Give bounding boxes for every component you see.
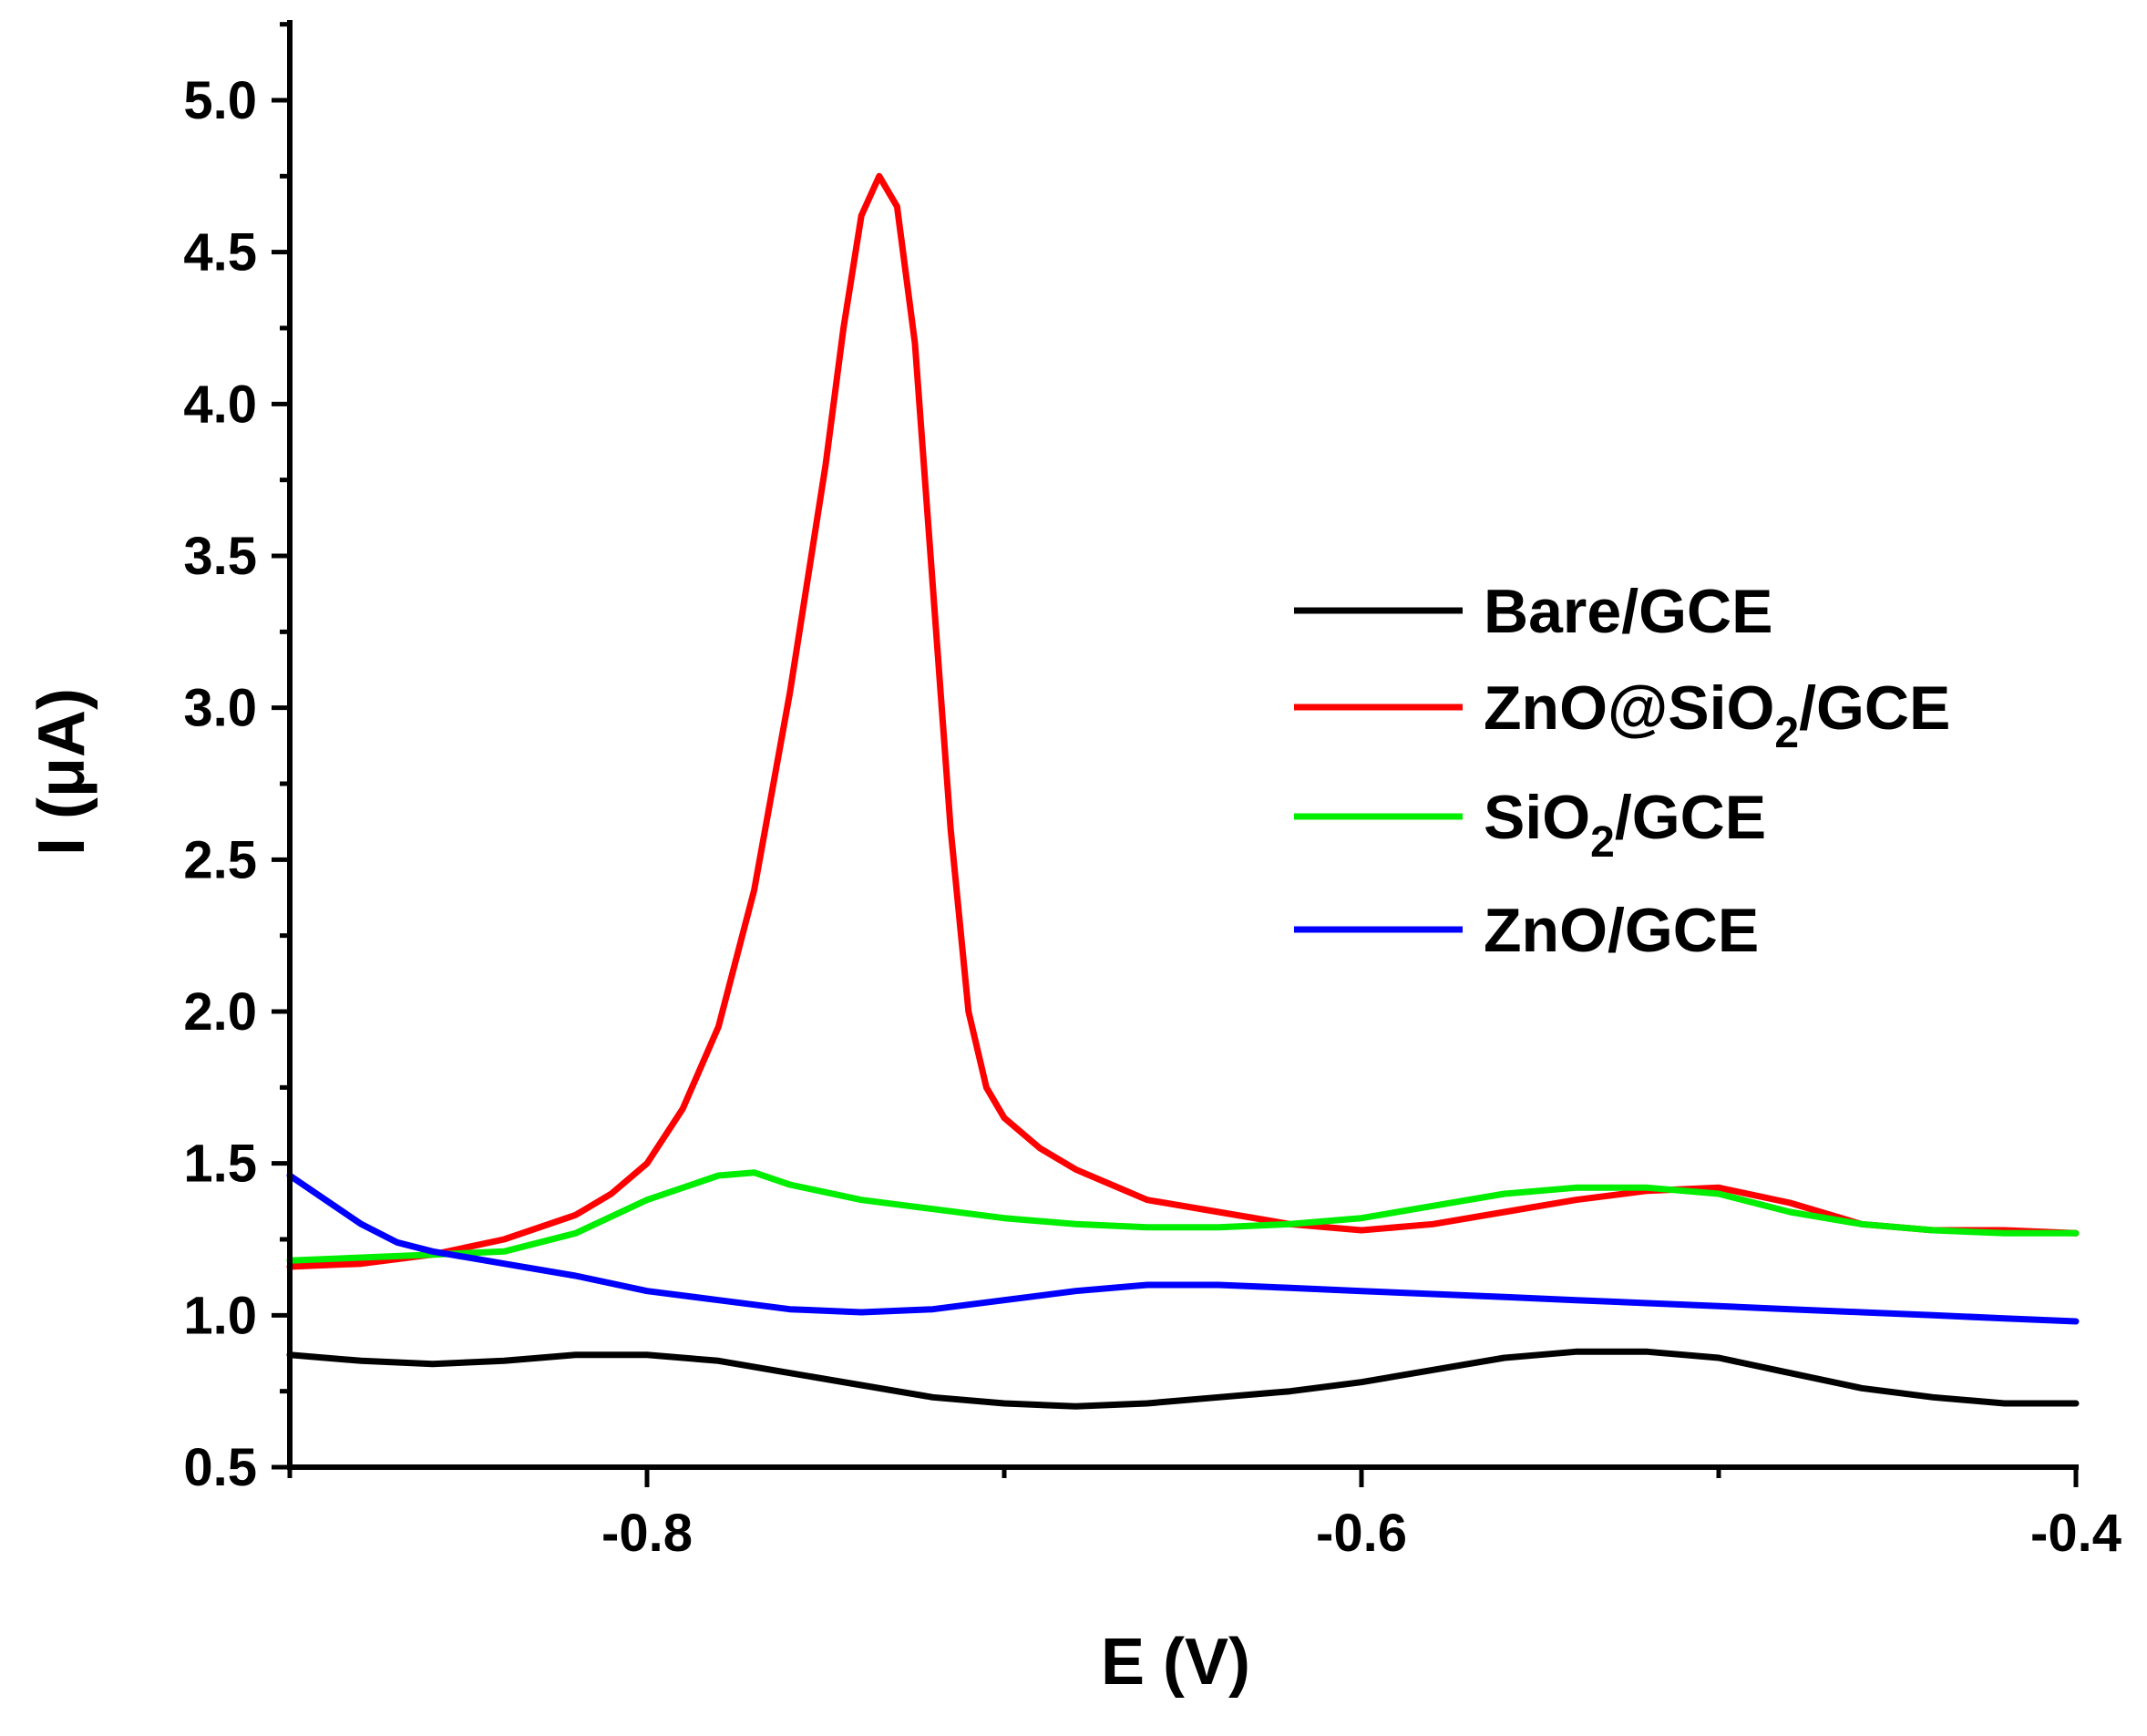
x-tick-label: -0.4 xyxy=(2030,1504,2121,1563)
series-line-0 xyxy=(286,1348,2080,1410)
y-tick-label: 4.0 xyxy=(183,375,257,434)
legend-label: SiO2/GCE xyxy=(1484,783,1766,867)
data-curves xyxy=(286,172,2080,1410)
y-tick-label: 4.5 xyxy=(183,223,257,282)
x-tick-label: -0.6 xyxy=(1316,1504,1407,1563)
legend-label: ZnO@SiO2/GCE xyxy=(1484,673,1950,757)
y-tick-label: 1.5 xyxy=(183,1135,257,1194)
y-tick-label: 0.5 xyxy=(183,1438,257,1497)
series-line-3 xyxy=(286,1172,2080,1325)
y-tick-label: 3.5 xyxy=(183,527,257,586)
legend-entry-2: SiO2/GCE xyxy=(1294,783,1766,867)
ticks: 0.5 1.0 1.5 2.0 2.5 3.0 3.5 4.0 4.5 5.0 -0.8 -0.6 -0… xyxy=(183,22,2121,1563)
legend-entry-1: ZnO@SiO2/GCE xyxy=(1294,673,1950,757)
y-tick-label: 3.0 xyxy=(183,679,257,738)
y-tick-label: 1.0 xyxy=(183,1286,257,1345)
series-line-1 xyxy=(286,172,2080,1270)
series-line-2 xyxy=(286,1169,2080,1264)
y-tick-label: 5.0 xyxy=(183,71,257,130)
x-tick-label: -0.8 xyxy=(601,1504,693,1563)
y-tick-label: 2.0 xyxy=(183,982,257,1042)
y-axis-title: I (μA) xyxy=(26,688,98,856)
legend-label: ZnO/GCE xyxy=(1484,896,1759,965)
legend: Bare/GCE ZnO@SiO2/GCE SiO2/GCE ZnO/GCE xyxy=(1294,577,1950,965)
axes xyxy=(287,20,2079,1470)
x-axis-title: E (V) xyxy=(1101,1626,1250,1699)
legend-entry-3: ZnO/GCE xyxy=(1294,896,1759,965)
legend-label: Bare/GCE xyxy=(1484,577,1772,646)
legend-entry-0: Bare/GCE xyxy=(1294,577,1772,646)
y-tick-label: 2.5 xyxy=(183,830,257,889)
